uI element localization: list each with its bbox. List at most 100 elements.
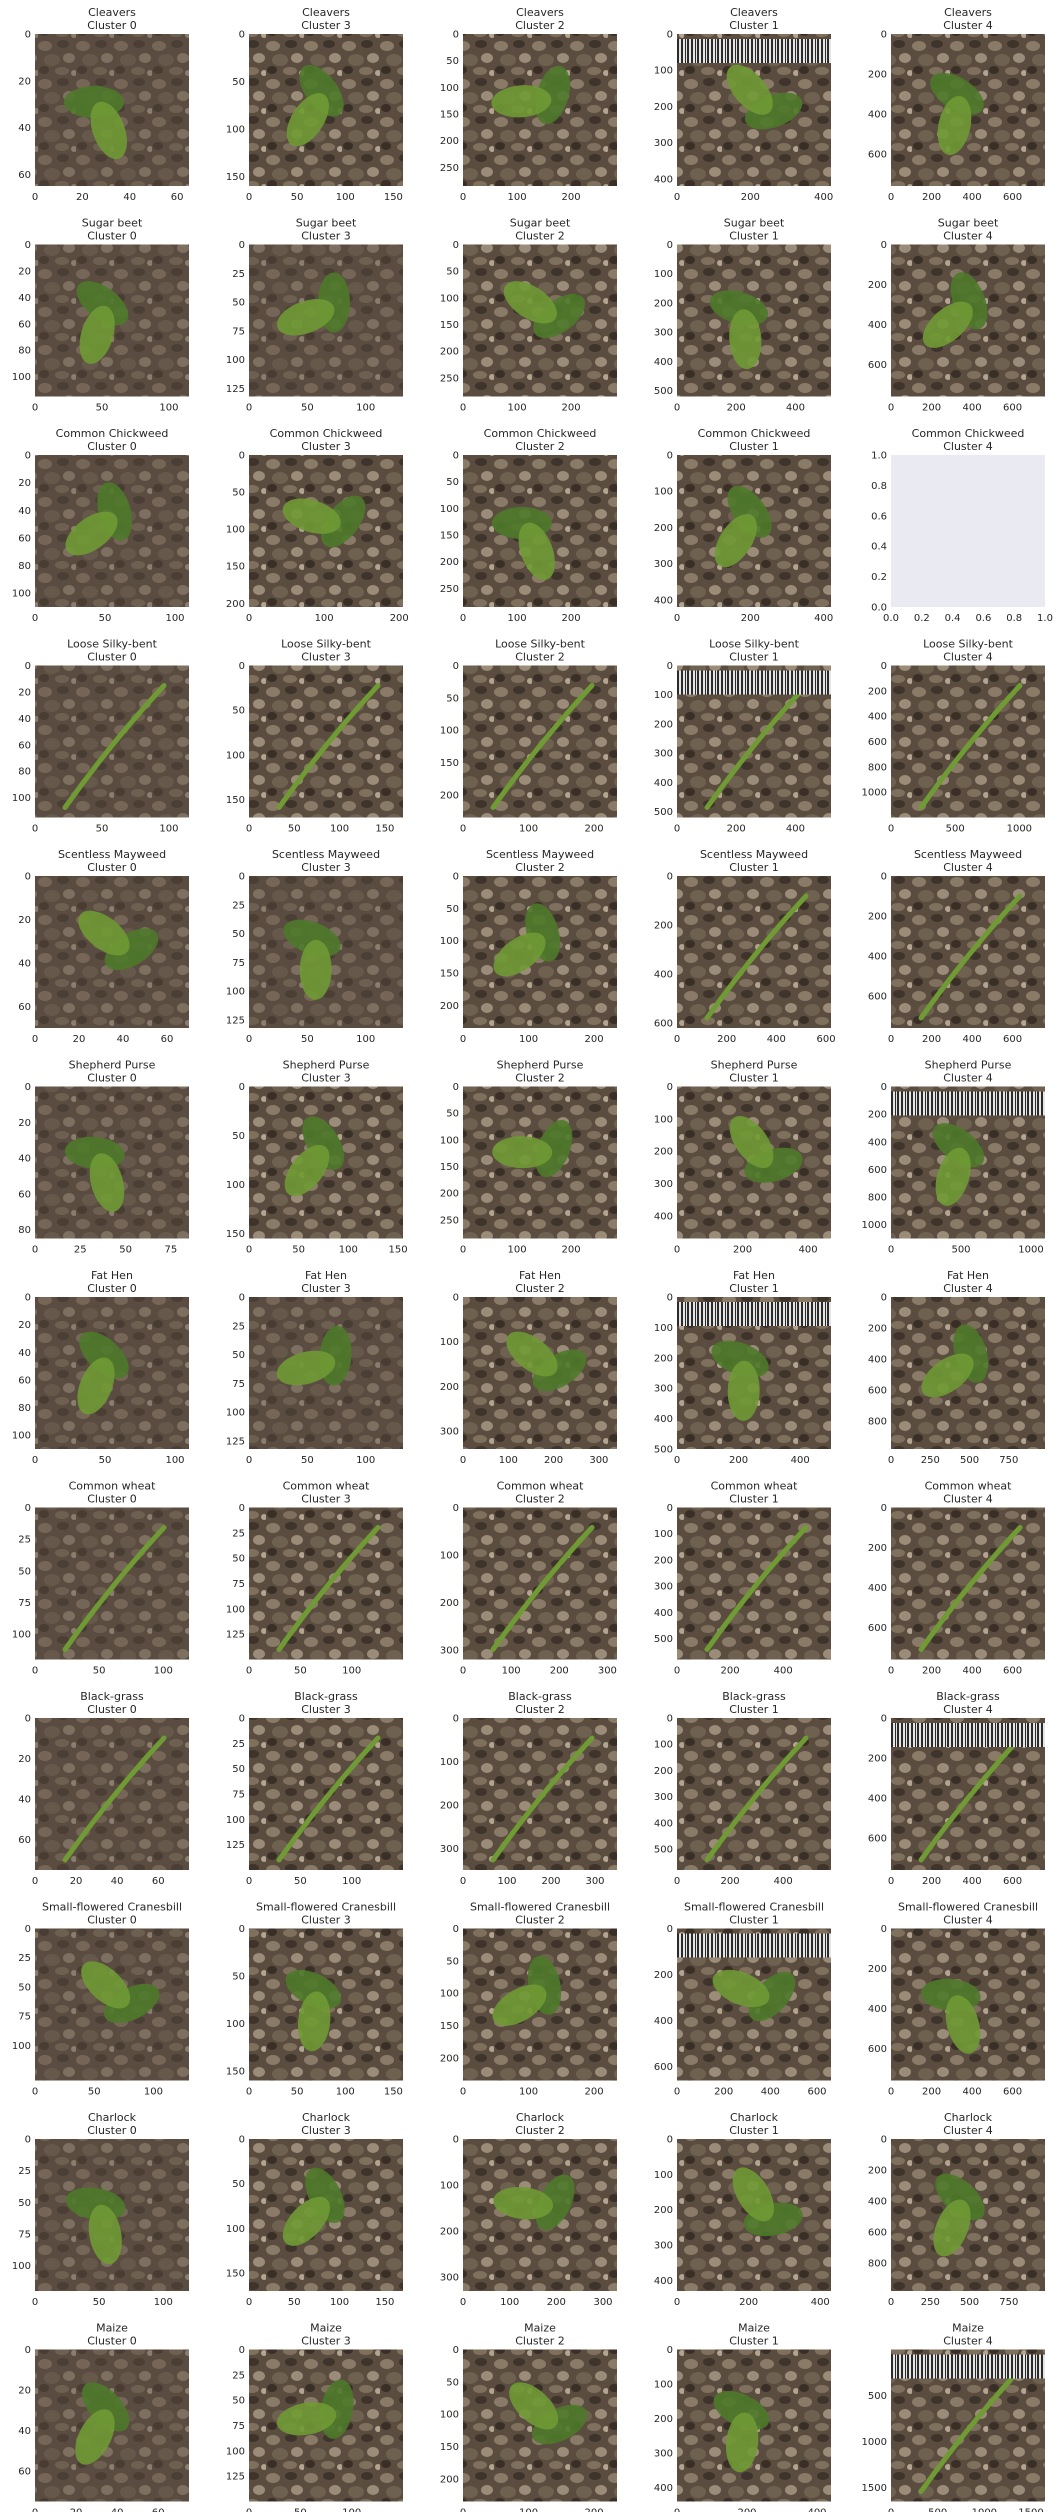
subplot-title-species: Maize bbox=[524, 2322, 556, 2335]
y-tick-label: 50 bbox=[232, 1972, 245, 1983]
y-tick-label: 0 bbox=[453, 2135, 459, 2146]
subplot-title-species: Scentless Mayweed bbox=[700, 848, 808, 861]
x-tick-label: 100 bbox=[519, 1034, 538, 1045]
x-tick-label: 0 bbox=[674, 2087, 680, 2098]
barcode-label bbox=[891, 2354, 1045, 2379]
leaf-shape bbox=[725, 2412, 759, 2473]
y-tick-label: 100 bbox=[226, 125, 245, 136]
x-tick-label: 200 bbox=[585, 2508, 604, 2512]
y-tick-label: 50 bbox=[232, 1764, 245, 1775]
y-tick-label: 50 bbox=[232, 2396, 245, 2407]
y-tick-label: 20 bbox=[18, 2386, 31, 2397]
x-tick-label: 50 bbox=[291, 192, 304, 203]
subplot-title-cluster: Cluster 2 bbox=[515, 1493, 565, 1506]
leaf-shape bbox=[729, 309, 762, 370]
y-tick-label: 300 bbox=[654, 1384, 673, 1395]
y-tick-label: 100 bbox=[226, 2019, 245, 2030]
y-tick-label: 400 bbox=[868, 712, 887, 723]
x-tick-label: 150 bbox=[384, 192, 403, 203]
y-tick-label: 400 bbox=[654, 1414, 673, 1425]
y-tick-label: 250 bbox=[440, 163, 459, 174]
subplot-title-cluster: Cluster 2 bbox=[515, 19, 565, 32]
x-tick-label: 50 bbox=[93, 1666, 106, 1677]
subplot-title-cluster: Cluster 4 bbox=[943, 2335, 993, 2348]
y-tick-label: 800 bbox=[868, 762, 887, 773]
y-tick-label: 0 bbox=[239, 1082, 245, 1093]
x-tick-label: 0 bbox=[674, 403, 680, 414]
y-tick-label: 0.8 bbox=[871, 481, 887, 492]
subplot-title-cluster: Cluster 4 bbox=[943, 1493, 993, 1506]
y-tick-label: 50 bbox=[232, 1554, 245, 1565]
y-tick-label: 100 bbox=[12, 2041, 31, 2052]
x-tick-label: 200 bbox=[729, 1455, 748, 1466]
barcode-label bbox=[677, 1302, 831, 1326]
y-tick-label: 400 bbox=[654, 2016, 673, 2027]
y-tick-label: 25 bbox=[18, 2166, 31, 2177]
x-tick-label: 200 bbox=[733, 1245, 752, 1256]
x-tick-label: 200 bbox=[721, 1666, 740, 1677]
seedling-photo bbox=[249, 665, 403, 818]
y-tick-label: 200 bbox=[868, 1324, 887, 1335]
subplot-title-cluster: Cluster 0 bbox=[87, 2335, 137, 2348]
y-tick-label: 600 bbox=[868, 1386, 887, 1397]
y-tick-label: 400 bbox=[654, 595, 673, 606]
subplot-title-species: Black-grass bbox=[936, 1690, 1000, 1703]
leaf-shape bbox=[492, 1136, 553, 1169]
subplot-title-cluster: Cluster 1 bbox=[729, 1914, 779, 1927]
leaf-shape bbox=[533, 293, 586, 339]
x-tick-label: 200 bbox=[922, 2087, 941, 2098]
x-tick-label: 0.6 bbox=[975, 613, 991, 624]
x-tick-label: 0 bbox=[460, 2297, 466, 2308]
y-tick-label: 0 bbox=[25, 30, 31, 41]
y-tick-label: 40 bbox=[18, 506, 31, 517]
y-tick-label: 200 bbox=[654, 298, 673, 309]
x-tick-label: 50 bbox=[99, 613, 112, 624]
leaf-shape bbox=[78, 910, 130, 956]
subplot-title-species: Common Chickweed bbox=[698, 427, 811, 440]
x-tick-label: 0 bbox=[246, 403, 252, 414]
y-tick-label: 800 bbox=[868, 1193, 887, 1204]
x-tick-label: 200 bbox=[922, 403, 941, 414]
y-tick-label: 100 bbox=[440, 2410, 459, 2421]
y-tick-label: 200 bbox=[654, 2205, 673, 2216]
y-tick-label: 300 bbox=[654, 328, 673, 339]
x-tick-label: 0.4 bbox=[945, 613, 961, 624]
x-tick-label: 200 bbox=[922, 192, 941, 203]
grass-blade bbox=[918, 2367, 1023, 2494]
y-tick-label: 125 bbox=[226, 384, 245, 395]
x-tick-label: 500 bbox=[960, 2297, 979, 2308]
y-tick-label: 75 bbox=[232, 958, 245, 969]
x-tick-label: 50 bbox=[88, 2087, 101, 2098]
y-tick-label: 0 bbox=[881, 30, 887, 41]
y-tick-label: 0 bbox=[453, 1714, 459, 1725]
subplot-title-cluster: Cluster 2 bbox=[515, 1914, 565, 1927]
y-tick-label: 100 bbox=[226, 1408, 245, 1419]
leaf-shape bbox=[65, 511, 118, 556]
y-tick-label: 200 bbox=[868, 2166, 887, 2177]
x-tick-label: 0 bbox=[246, 613, 252, 624]
y-tick-label: 100 bbox=[226, 1815, 245, 1826]
x-tick-label: 0 bbox=[460, 1455, 466, 1466]
y-tick-label: 0 bbox=[453, 661, 459, 672]
y-tick-label: 20 bbox=[18, 1118, 31, 1129]
y-tick-label: 400 bbox=[654, 2276, 673, 2287]
y-tick-label: 0 bbox=[881, 1082, 887, 1093]
y-tick-label: 40 bbox=[18, 1348, 31, 1359]
y-tick-label: 150 bbox=[226, 2269, 245, 2280]
y-tick-label: 100 bbox=[12, 589, 31, 600]
x-tick-label: 150 bbox=[388, 1245, 407, 1256]
x-tick-label: 0 bbox=[888, 824, 894, 835]
x-tick-label: 0 bbox=[460, 403, 466, 414]
y-tick-label: 50 bbox=[18, 1566, 31, 1577]
x-tick-label: 1.0 bbox=[1037, 613, 1053, 624]
subplot-title-cluster: Cluster 3 bbox=[301, 1914, 351, 1927]
y-tick-label: 150 bbox=[440, 758, 459, 769]
subplot-title-species: Small-flowered Cranesbill bbox=[898, 1901, 1038, 1914]
